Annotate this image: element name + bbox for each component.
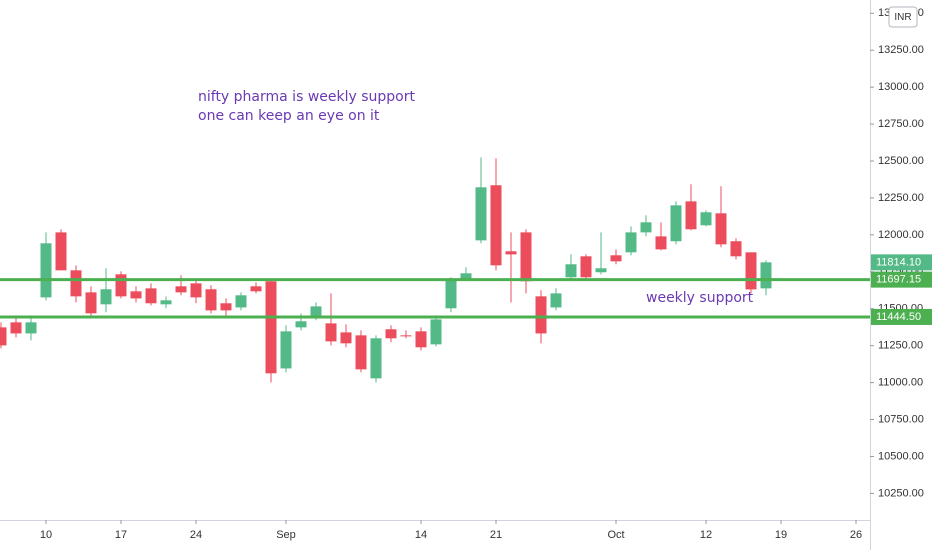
candle-body <box>625 232 637 253</box>
candle-body <box>70 270 82 297</box>
candle-body <box>415 331 427 348</box>
candle-body <box>265 281 277 374</box>
y-tick-label: 12000.00 <box>878 229 924 241</box>
y-tick-label: 13250.00 <box>878 44 924 56</box>
candle-body <box>10 322 22 334</box>
price-label-box <box>871 271 932 288</box>
candle-body <box>280 331 292 369</box>
candle-body <box>730 241 742 257</box>
candle-body <box>490 185 502 266</box>
annotation: nifty pharma is weekly support <box>198 89 415 105</box>
x-tick-label: 19 <box>775 529 787 541</box>
y-tick-label: 12500.00 <box>878 155 924 167</box>
x-tick-label: 24 <box>190 529 202 541</box>
candle-body <box>745 252 757 290</box>
last-price-label: 11814.10 <box>876 256 921 268</box>
currency-label: INR <box>894 12 911 23</box>
currency-badge <box>888 6 918 28</box>
candle-body <box>505 251 517 255</box>
price-label: 11444.50 <box>876 311 921 323</box>
x-tick-label: 17 <box>115 529 127 541</box>
candle-body <box>670 205 682 242</box>
candle-body <box>430 319 442 345</box>
candle-body <box>595 268 607 273</box>
candle-body <box>475 187 487 241</box>
y-tick-label: 10750.00 <box>878 413 924 425</box>
candle-body <box>640 222 652 233</box>
candle-body <box>520 232 532 282</box>
candle-body <box>760 262 772 289</box>
candle-body <box>40 243 52 298</box>
candle-body <box>250 286 262 292</box>
x-tick-label: Sep <box>276 529 296 541</box>
candle-body <box>535 296 547 334</box>
candle-body <box>340 332 352 344</box>
candle-body <box>565 264 577 278</box>
candle-body <box>0 327 7 346</box>
candle-body <box>385 329 397 339</box>
x-tick-label: 26 <box>850 529 862 541</box>
candle-body <box>100 289 112 305</box>
annotation: one can keep an eye on it <box>198 108 380 124</box>
candle-body <box>370 338 382 379</box>
candle-body <box>235 295 247 308</box>
candle-body <box>355 335 367 370</box>
candle-body <box>310 306 322 318</box>
candle-body <box>190 283 202 298</box>
candle-body <box>550 293 562 308</box>
candle-body <box>460 273 472 280</box>
candle-body <box>295 321 307 328</box>
candle-body <box>25 322 37 334</box>
x-tick-label: Oct <box>607 529 624 541</box>
x-tick-label: 14 <box>415 529 427 541</box>
y-tick-label: 10500.00 <box>878 450 924 462</box>
candle-body <box>580 256 592 278</box>
candle-body <box>445 280 457 309</box>
x-tick-label: 12 <box>700 529 712 541</box>
annotation: weekly support <box>646 290 754 306</box>
candle-body <box>145 288 157 304</box>
price-label: 11697.15 <box>876 274 921 286</box>
candle-body <box>685 201 697 230</box>
candle-body <box>400 335 412 337</box>
x-tick-label: 10 <box>40 529 52 541</box>
price-label-box <box>871 308 932 325</box>
candle-body <box>115 274 127 297</box>
candle-body <box>220 303 232 311</box>
candle-body <box>85 292 97 314</box>
y-tick-label: 13000.00 <box>878 81 924 93</box>
candle-body <box>205 289 217 311</box>
x-tick-label: 21 <box>490 529 502 541</box>
candle-body <box>610 255 622 262</box>
y-tick-label: 12250.00 <box>878 192 924 204</box>
candle-body <box>325 323 337 342</box>
y-tick-label: 11000.00 <box>878 377 923 389</box>
candle-body <box>700 212 712 226</box>
candle-body <box>160 300 172 305</box>
y-tick-label: 11250.00 <box>878 340 923 352</box>
y-tick-label: 10250.00 <box>878 487 924 499</box>
candle-body <box>130 291 142 299</box>
candle-body <box>175 286 187 293</box>
candle-body <box>655 236 667 250</box>
y-tick-label: 12750.00 <box>878 118 924 130</box>
candle-body <box>55 232 67 271</box>
last-price-box <box>871 254 932 271</box>
candle-body <box>715 213 727 245</box>
